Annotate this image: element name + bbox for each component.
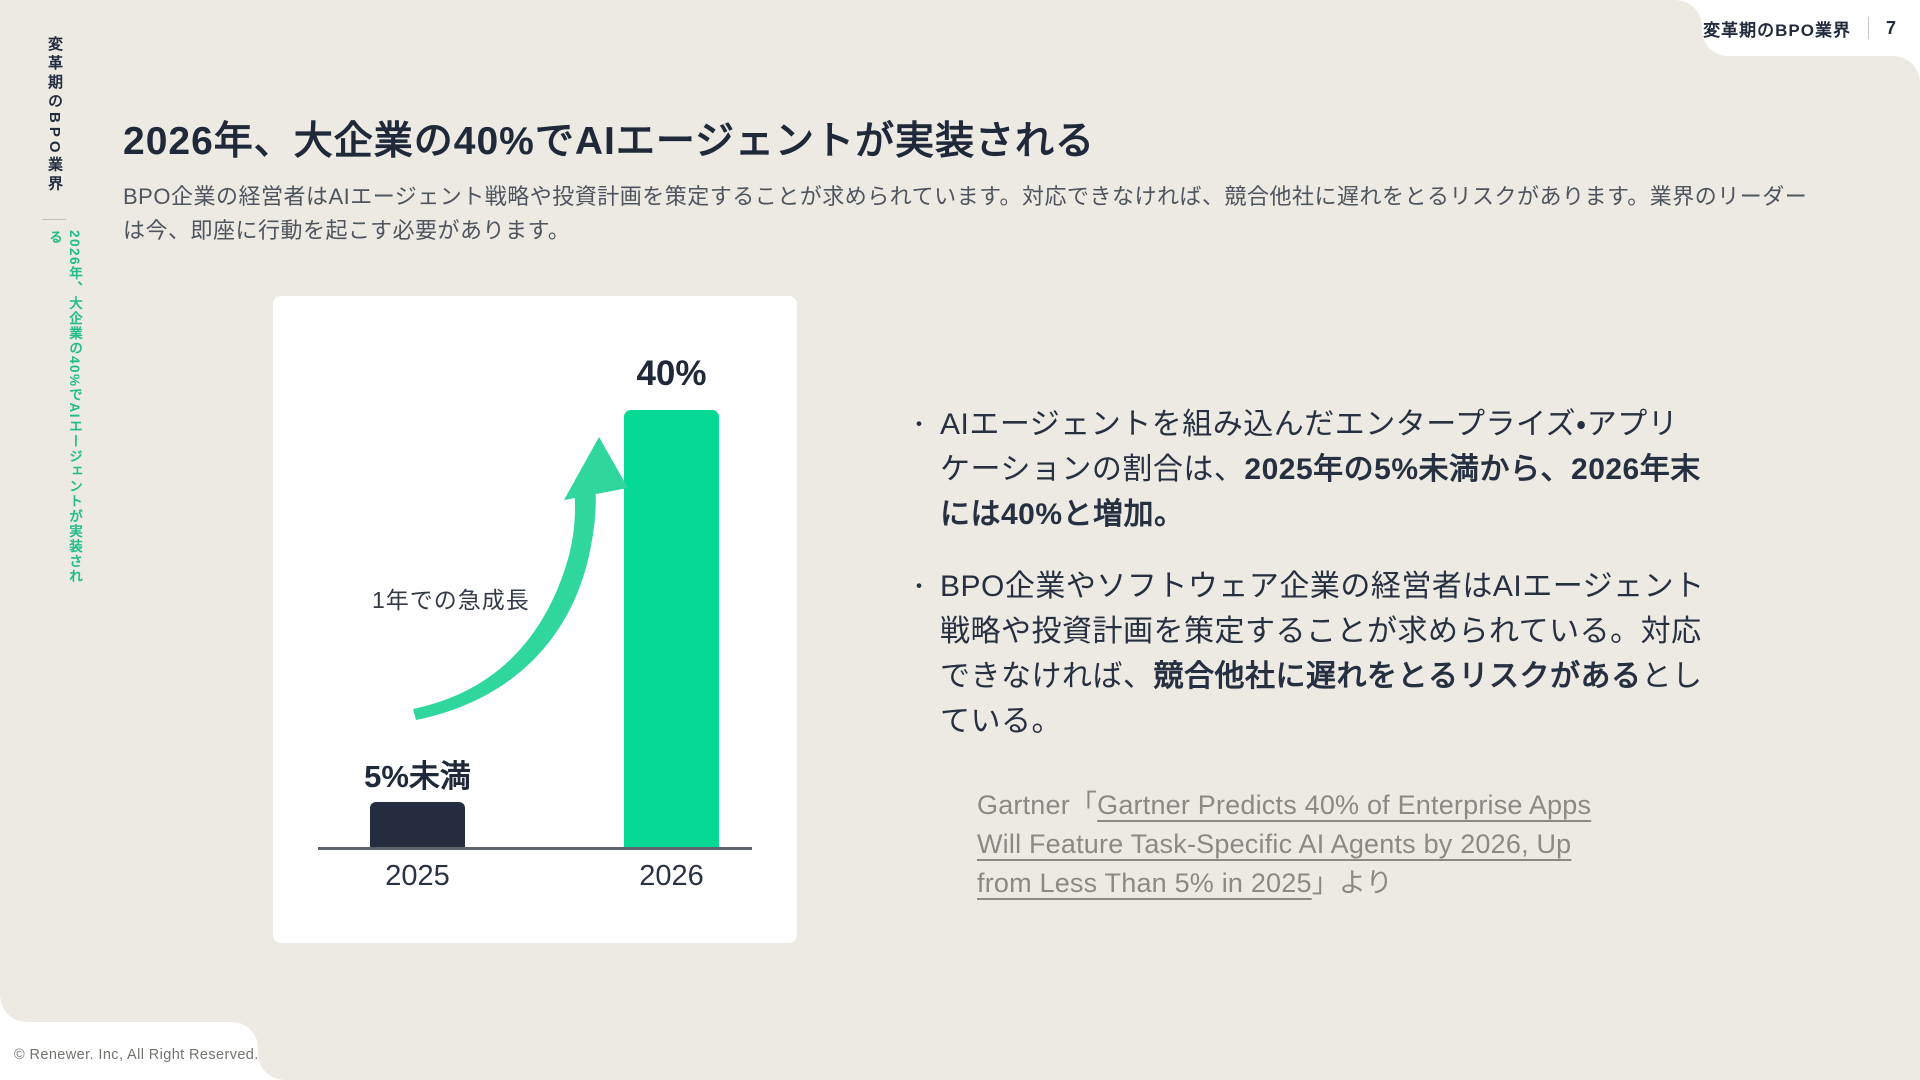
bullet-text: AIエージェントを組み込んだエンタープライズ・アプリケーションの割合は、2025… (940, 408, 1701, 531)
growth-annotation: 1年での急成長 (372, 587, 530, 613)
copyright-notice: © Renewer. Inc, All Right Reserved. (14, 1047, 259, 1063)
list-item: ・ AIエージェントを組み込んだエンタープライズ・アプリケーションの割合は、20… (908, 402, 1708, 537)
citation-link[interactable]: Gartner Predicts 40% of Enterprise Apps … (977, 790, 1592, 898)
header-chapter-label: 変革期のBPO業界 (1703, 20, 1851, 40)
x-tick-2026: 2026 (639, 860, 704, 892)
notch-fillet (258, 1054, 284, 1080)
page-title: 2026年、大企業の40%でAIエージェントが実装される (123, 120, 1096, 163)
bar-value-label-2025: 5%未満 (364, 759, 471, 794)
notch-fillet (0, 996, 26, 1022)
source-citation: Gartner「Gartner Predicts 40% of Enterpri… (977, 790, 1592, 898)
x-tick-2025: 2025 (385, 860, 450, 892)
side-rail: 変革期のBPO業界 2026年、大企業の40%でAIエージェントが実装される (42, 36, 84, 590)
bar-2025 (370, 802, 465, 848)
notch-fillet (1894, 56, 1920, 82)
page-header: 変革期のBPO業界 7 (1703, 0, 1920, 56)
bottom-left-notch (0, 1022, 258, 1080)
lead-paragraph: BPO企業の経営者はAIエージェント戦略や投資計画を策定することが求められていま… (123, 184, 1808, 243)
notch-fillet (1676, 0, 1702, 26)
list-item: ・ BPO企業やソフトウェア企業の経営者はAIエージェント戦略や投資計画を策定す… (908, 564, 1708, 744)
key-points-list: ・ AIエージェントを組み込んだエンタープライズ・アプリケーションの割合は、20… (908, 402, 1708, 744)
rail-chapter-label: 変革期のBPO業界 (46, 36, 63, 195)
bar-2026 (624, 410, 719, 848)
bullet-marker: ・ (908, 574, 931, 599)
rail-section-label: 2026年、大企業の40%でAIエージェントが実装される (47, 230, 82, 585)
bullet-text: BPO企業やソフトウェア企業の経営者はAIエージェント戦略や投資計画を策定するこ… (940, 570, 1705, 738)
bar-value-label-2026: 40% (636, 354, 707, 393)
rail-divider (42, 219, 66, 220)
x-axis-line (318, 847, 752, 850)
header-divider (1867, 17, 1869, 39)
page-number: 7 (1885, 17, 1896, 38)
top-right-notch (1702, 0, 1920, 56)
bullet-marker: ・ (908, 412, 931, 437)
growth-arrow-icon (413, 437, 628, 720)
chart-card: 40% 5%未満 2025 2026 1年での急成長 (273, 296, 797, 943)
